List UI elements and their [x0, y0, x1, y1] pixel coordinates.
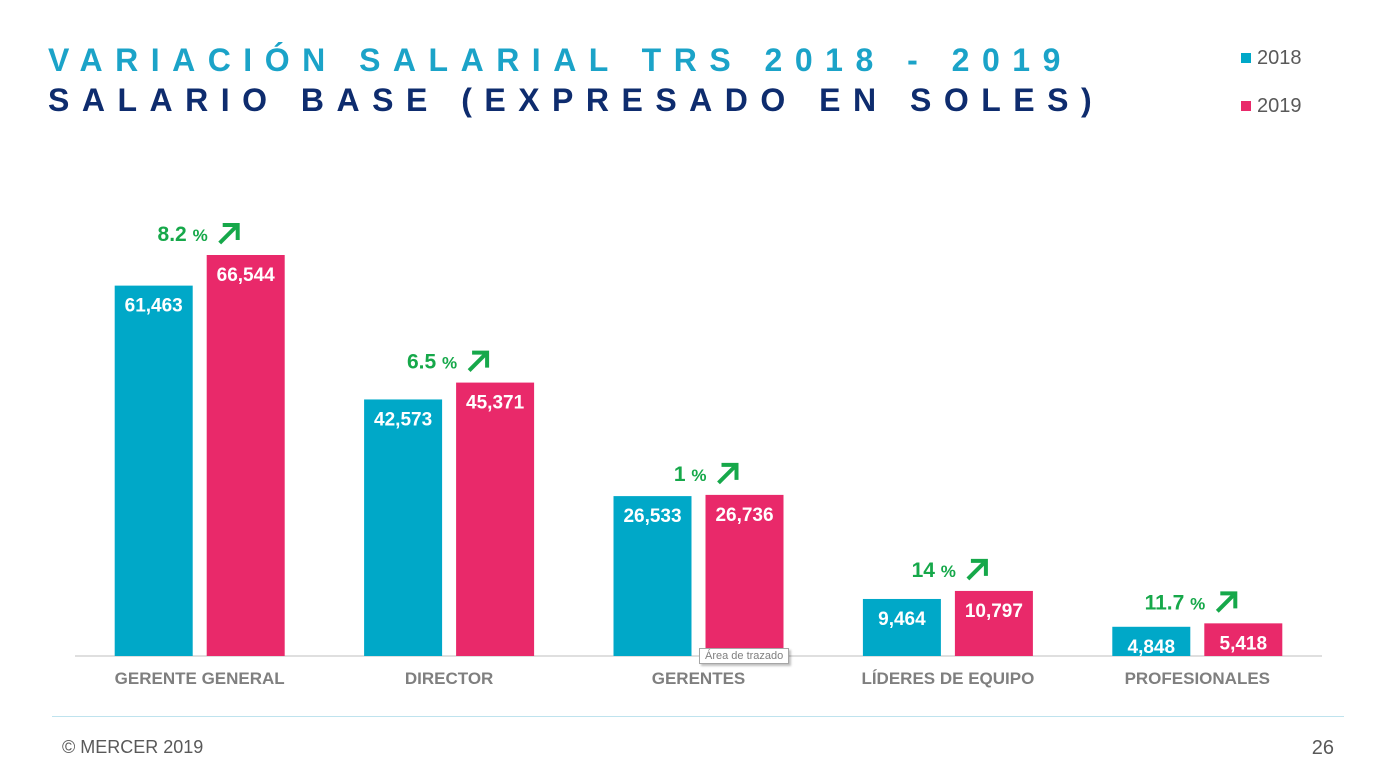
- data-label-2018: 9,464: [878, 609, 926, 630]
- category-label: PROFESIONALES: [1125, 669, 1270, 688]
- data-label-2019: 45,371: [466, 393, 525, 414]
- category-label: LÍDERES DE EQUIPO: [861, 669, 1034, 688]
- bar-2018: [364, 399, 443, 656]
- bar-2018: [114, 285, 193, 656]
- bar-2019: [1204, 623, 1283, 656]
- data-label-2019: 26,736: [715, 505, 773, 526]
- legend-swatch-2019: [1241, 101, 1251, 111]
- trend-up-arrow-icon: [717, 462, 739, 485]
- chart-subtitle: SALARIO BASE (EXPRESADO EN SOLES): [48, 82, 1105, 118]
- category-label: GERENTES: [652, 669, 746, 688]
- footer-divider: [52, 716, 1344, 717]
- trend-up-arrow-icon: [218, 223, 240, 245]
- data-label-2019: 10,797: [965, 601, 1023, 622]
- bar-2019: [206, 255, 285, 656]
- data-label-2018: 42,573: [374, 409, 432, 430]
- data-label-2018: 26,533: [623, 506, 681, 527]
- legend-swatch-2018: [1241, 53, 1251, 63]
- bar-2019: [456, 382, 535, 656]
- trend-up-arrow-icon: [467, 350, 490, 373]
- copyright-text: © MERCER 2019: [62, 737, 204, 757]
- bar-2019: [954, 590, 1033, 656]
- category-label: GERENTE GENERAL: [115, 669, 285, 688]
- bar-2018: [613, 496, 692, 656]
- chart-title: VARIACIÓN SALARIAL TRS 2018 - 2019: [48, 42, 1073, 78]
- variation-label: 6.5 %: [407, 351, 457, 374]
- variation-label: 11.7 %: [1145, 591, 1206, 614]
- bar-2019: [705, 494, 784, 656]
- variation-label: 1 %: [674, 463, 707, 486]
- bar-2018: [862, 598, 941, 656]
- plot-area-tooltip: Área de trazado: [699, 648, 790, 664]
- category-label: DIRECTOR: [405, 669, 493, 688]
- data-label-2019: 66,544: [217, 265, 276, 286]
- bar-chart[interactable]: 61,463 66,544 GERENTE GENERAL 8.2 % 42,573 45…: [0, 0, 1394, 700]
- data-label-2018: 4,848: [1128, 637, 1176, 658]
- data-label-2018: 61,463: [125, 296, 183, 317]
- page-number: 26: [1311, 737, 1334, 759]
- legend-label-2018: 2018: [1257, 47, 1302, 69]
- trend-up-arrow-icon: [966, 558, 988, 581]
- data-label-2019: 5,418: [1220, 633, 1268, 654]
- legend-label-2019: 2019: [1257, 95, 1302, 117]
- variation-label: 8.2 %: [158, 223, 208, 246]
- variation-label: 14 %: [912, 559, 956, 582]
- bar-2018: [1112, 626, 1191, 656]
- trend-up-arrow-icon: [1215, 591, 1238, 613]
